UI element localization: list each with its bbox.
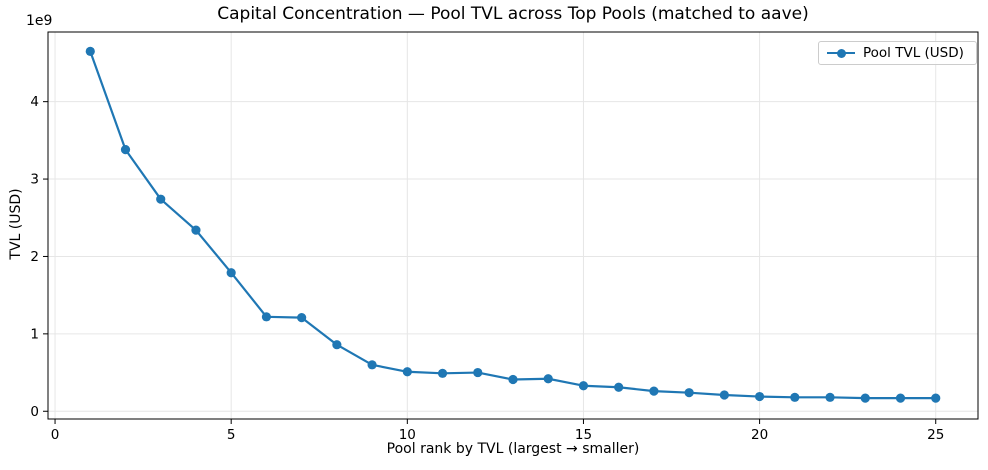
data-point-marker xyxy=(790,392,800,402)
data-point-marker xyxy=(297,313,307,323)
data-point-marker xyxy=(825,392,835,402)
legend-label: Pool TVL (USD) xyxy=(863,45,964,61)
data-point-marker xyxy=(578,381,589,391)
data-point-marker xyxy=(402,367,412,377)
y-tick-label: 2 xyxy=(30,249,39,265)
tvl-line xyxy=(89,50,937,400)
y-axis-label: TVL (USD) xyxy=(8,188,24,260)
legend-marker-dot xyxy=(837,48,846,58)
data-point-marker xyxy=(649,386,659,396)
data-point-marker xyxy=(332,340,342,350)
data-point-marker xyxy=(120,145,131,155)
data-point-marker xyxy=(931,393,941,403)
x-axis-label: Pool rank by TVL (largest → smaller) xyxy=(386,441,640,457)
data-point-marker xyxy=(508,374,518,385)
y-tick-label: 4 xyxy=(30,94,39,110)
data-point-marker xyxy=(367,360,377,370)
data-point-marker xyxy=(719,390,729,400)
x-tick-label: 5 xyxy=(227,427,236,443)
legend-line-marker-icon xyxy=(827,48,855,58)
data-point-marker xyxy=(437,368,448,378)
chart-title: Capital Concentration — Pool TVL across … xyxy=(217,4,809,24)
x-tick-label: 25 xyxy=(927,427,944,443)
data-point-marker xyxy=(191,225,201,235)
data-point-marker xyxy=(156,194,166,204)
data-point-marker xyxy=(226,268,236,278)
data-point-marker xyxy=(261,312,272,322)
data-point-marker xyxy=(85,46,95,56)
x-tick-label: 20 xyxy=(751,427,768,443)
data-point-marker xyxy=(860,393,870,403)
axes-frame xyxy=(47,31,979,420)
data-point-marker xyxy=(543,374,553,384)
legend-box: Pool TVL (USD) xyxy=(818,41,977,65)
data-point-marker xyxy=(684,388,694,398)
data-point-marker xyxy=(473,367,483,378)
data-point-marker xyxy=(614,382,624,392)
y-tick-label: 1 xyxy=(30,326,39,342)
y-tick-label: 3 xyxy=(30,172,39,188)
y-axis-offset-text: 1e9 xyxy=(26,13,53,29)
x-tick-label: 0 xyxy=(51,427,60,443)
x-tick-label: 10 xyxy=(399,427,416,443)
data-point-marker xyxy=(754,391,765,402)
data-point-marker xyxy=(895,393,906,403)
x-tick-label: 15 xyxy=(575,427,592,443)
y-tick-label: 0 xyxy=(30,404,39,420)
